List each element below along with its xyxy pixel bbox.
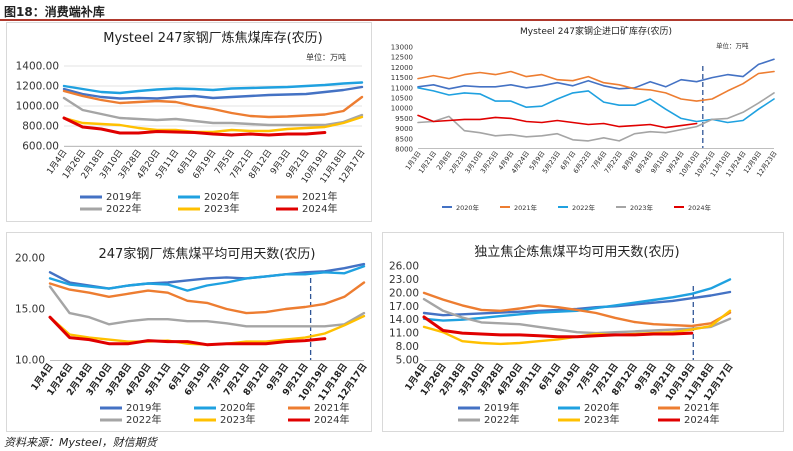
legend-label: 2019年 bbox=[484, 401, 519, 414]
y-tick-label: 10.00 bbox=[15, 355, 45, 367]
series-line bbox=[48, 315, 327, 347]
y-tick-label: 12500 bbox=[391, 54, 413, 62]
series-line bbox=[62, 85, 364, 100]
y-tick-label: 10000 bbox=[391, 105, 413, 113]
chart-svg: Mysteel 247家钢厂炼焦煤库存(农历) 单位：万吨 1400.00 1200.… bbox=[6, 22, 372, 222]
chart-panel-coke-plant-coal-days: 独立焦企炼焦煤平均可用天数(农历) 26.00 23.00 20.00 17.00 14.… bbox=[382, 232, 784, 432]
legend-label: 2020年 bbox=[220, 401, 255, 414]
y-tick-label: 1400.00 bbox=[16, 61, 59, 73]
y-tick-label: 8000 bbox=[395, 146, 413, 154]
series-line bbox=[422, 309, 732, 346]
y-tick-label: 8500 bbox=[395, 135, 413, 143]
y-tick-label: 20.00 bbox=[389, 287, 419, 299]
y-tick-label: 11.00 bbox=[389, 328, 419, 340]
y-tick-label: 20.00 bbox=[15, 253, 45, 265]
series-line bbox=[62, 116, 327, 137]
y-tick-label: 600.00 bbox=[22, 141, 59, 153]
legend-label: 2023年 bbox=[584, 413, 619, 426]
legend-label: 2022年 bbox=[484, 413, 519, 426]
legend-label: 2022年 bbox=[126, 413, 161, 426]
legend-label: 2024年 bbox=[684, 413, 719, 426]
series-line bbox=[422, 297, 732, 335]
y-tick-label: 9500 bbox=[395, 115, 413, 123]
series-line bbox=[62, 89, 364, 119]
chart-svg: Mysteel 247家钢企进口矿库存(农历) 单位：万吨 13000 12500 12… bbox=[391, 25, 779, 212]
series-line bbox=[48, 281, 366, 315]
legend-label: 2024年 bbox=[688, 203, 712, 212]
chart-frame bbox=[382, 232, 784, 432]
title-rule bbox=[0, 19, 793, 21]
series-line bbox=[417, 70, 775, 102]
y-tick-label: 9000 bbox=[395, 125, 413, 133]
y-tick-label: 5.00 bbox=[396, 355, 419, 367]
chart-panel-steel-coal-days: 247家钢厂炼焦煤平均可用天数(农历) 20.00 15.00 10.00 1月4日 1月… bbox=[6, 232, 372, 432]
legend-label: 2022年 bbox=[106, 202, 141, 215]
series-line bbox=[417, 87, 775, 124]
legend-label: 2020年 bbox=[584, 401, 619, 414]
legend-label: 2020年 bbox=[456, 203, 480, 212]
series-line bbox=[48, 265, 366, 292]
legend-label: 2023年 bbox=[630, 203, 654, 212]
y-tick-label: 26.00 bbox=[389, 261, 419, 273]
series-line bbox=[422, 291, 732, 328]
legend-label: 2023年 bbox=[204, 202, 239, 215]
legend-label: 2019年 bbox=[126, 401, 161, 414]
unit-label: 单位：万吨 bbox=[716, 41, 749, 50]
legend-label: 2024年 bbox=[314, 413, 349, 426]
series-line bbox=[417, 92, 775, 142]
legend-label: 2021年 bbox=[314, 401, 349, 414]
chart-svg: 247家钢厂炼焦煤平均可用天数(农历)20.0015.0010.001月4日1月… bbox=[6, 232, 372, 432]
y-tick-label: 15.00 bbox=[15, 304, 45, 316]
y-tick-label: 11000 bbox=[391, 84, 413, 92]
legend-label: 2023年 bbox=[220, 413, 255, 426]
legend-label: 2021年 bbox=[302, 190, 337, 203]
legend-label: 2019年 bbox=[106, 190, 141, 203]
chart-panel-iron-ore-inventory: Mysteel 247家钢企进口矿库存(农历) 单位：万吨 13000 12500 12… bbox=[382, 22, 784, 222]
legend-label: 2020年 bbox=[204, 190, 239, 203]
series-line bbox=[417, 58, 775, 90]
figure-title: 图18：消费端补库 bbox=[4, 5, 105, 19]
series-line bbox=[422, 315, 694, 339]
series-line bbox=[417, 114, 698, 129]
y-tick-label: 12000 bbox=[391, 64, 413, 72]
series-line bbox=[62, 96, 364, 127]
chart-title: 独立焦企炼焦煤平均可用天数(农历) bbox=[474, 244, 679, 260]
legend-label: 2021年 bbox=[684, 401, 719, 414]
legend-label: 2022年 bbox=[572, 203, 596, 212]
chart-title: Mysteel 247家钢厂炼焦煤库存(农历) bbox=[103, 30, 322, 46]
y-tick-label: 11500 bbox=[391, 74, 413, 82]
y-tick-label: 1000.00 bbox=[16, 101, 59, 113]
legend-label: 2021年 bbox=[514, 203, 538, 212]
chart-title: 247家钢厂炼焦煤平均可用天数(农历) bbox=[99, 246, 316, 262]
y-tick-label: 17.00 bbox=[389, 301, 419, 313]
y-tick-label: 8.00 bbox=[396, 341, 419, 353]
y-tick-label: 13000 bbox=[391, 44, 413, 52]
chart-frame bbox=[6, 22, 372, 222]
chart-title: Mysteel 247家钢企进口矿库存(农历) bbox=[520, 25, 672, 37]
y-tick-label: 23.00 bbox=[389, 274, 419, 286]
series-line bbox=[48, 285, 366, 328]
chart-panel-coking-coal-inventory: Mysteel 247家钢厂炼焦煤库存(农历) 单位：万吨 1400.00 1200.… bbox=[6, 22, 372, 222]
y-tick-label: 10500 bbox=[391, 95, 413, 103]
chart-frame bbox=[6, 232, 372, 432]
y-tick-label: 14.00 bbox=[389, 314, 419, 326]
source-note: 资料来源：Mysteel，财信期货 bbox=[4, 436, 157, 449]
y-tick-label: 1200.00 bbox=[16, 81, 59, 93]
y-tick-label: 800.00 bbox=[22, 121, 59, 133]
series-line bbox=[62, 115, 364, 134]
unit-label: 单位：万吨 bbox=[306, 52, 346, 62]
legend-label: 2024年 bbox=[302, 202, 337, 215]
series-line bbox=[62, 81, 364, 95]
